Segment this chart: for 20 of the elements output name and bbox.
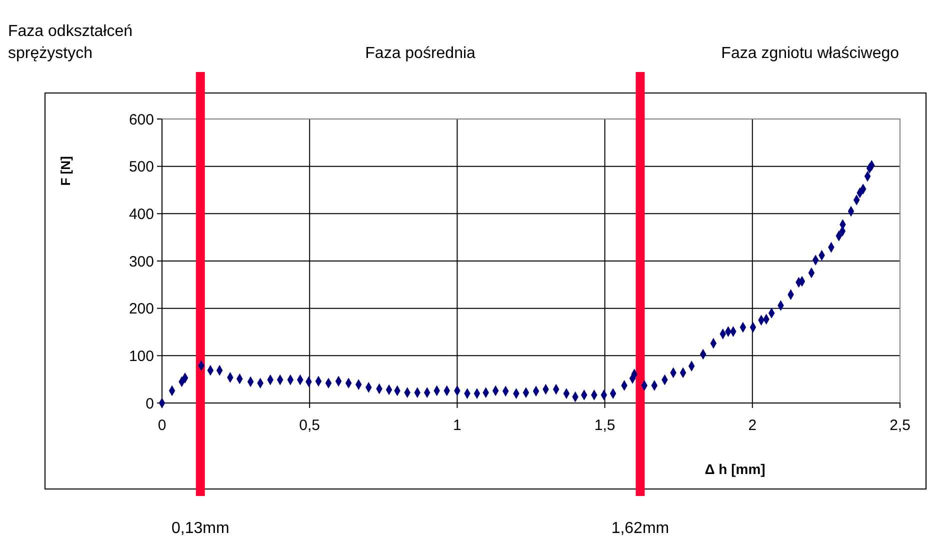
y-axis-title: F [N] — [58, 156, 73, 186]
ref-line-label: 0,13mm — [171, 520, 230, 537]
y-tick-label: 300 — [128, 253, 154, 270]
y-tick-label: 500 — [128, 158, 154, 176]
x-tick-label: 1 — [453, 417, 462, 434]
y-tick-label: 200 — [128, 300, 154, 318]
y-tick-label: 100 — [128, 348, 154, 365]
ref-line-label: 1,62mm — [611, 520, 670, 537]
y-tick-label: 400 — [128, 206, 154, 223]
text: Faza zgniotu właściwego — [721, 45, 900, 62]
x-tick-label: 0,5 — [299, 417, 320, 434]
y-tick-label: 0 — [146, 395, 154, 412]
x-tick-label: 2 — [748, 417, 757, 434]
x-axis-title: Δ h [mm] — [704, 461, 766, 477]
x-tick-label: 1,5 — [594, 417, 616, 434]
x-tick-label: 2,5 — [890, 417, 910, 434]
x-tick-label: 0 — [158, 417, 166, 434]
text: Faza pośrednia — [365, 45, 476, 62]
text: Faza odkształceń sprężystych — [8, 23, 133, 62]
y-tick-label: 600 — [128, 111, 154, 128]
